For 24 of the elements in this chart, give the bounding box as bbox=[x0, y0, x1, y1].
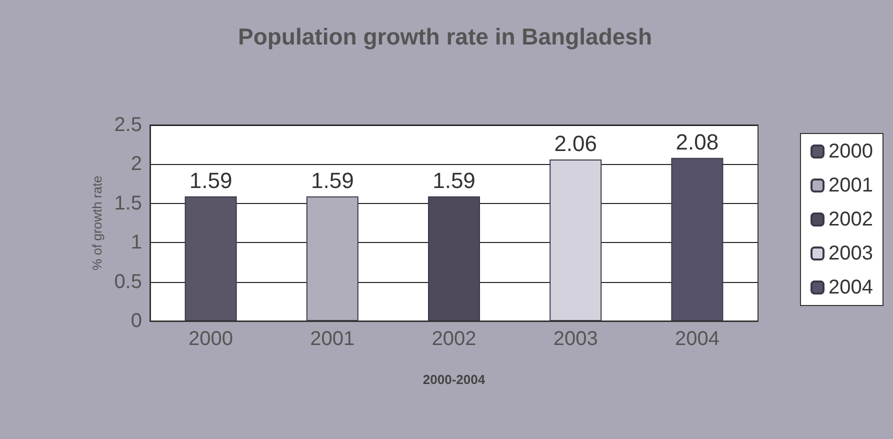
y-tick-label: 0.5 bbox=[114, 270, 142, 293]
y-tick-label: 2.5 bbox=[114, 114, 142, 136]
y-tick-label: 1 bbox=[130, 232, 142, 254]
data-label: 2.06 bbox=[554, 130, 598, 156]
x-axis-title: 2000-2004 bbox=[422, 372, 486, 387]
y-tick-label: 1.5 bbox=[114, 192, 142, 214]
y-axis-title: % of growth rate bbox=[89, 176, 104, 270]
legend-label: 2002 bbox=[828, 208, 874, 230]
x-tick-label: 2001 bbox=[310, 328, 355, 350]
x-tick-label: 2000 bbox=[188, 328, 234, 350]
legend-label: 2001 bbox=[828, 174, 874, 196]
data-label: 1.59 bbox=[432, 168, 476, 193]
x-tick-label: 2003 bbox=[553, 328, 598, 350]
y-tick-label: 2 bbox=[130, 153, 142, 176]
data-label: 1.59 bbox=[310, 168, 354, 193]
legend-label: 2004 bbox=[828, 276, 874, 298]
data-label: 1.59 bbox=[189, 168, 232, 193]
legend-label: 2003 bbox=[828, 242, 874, 264]
x-tick-label: 2002 bbox=[432, 328, 476, 350]
chart-title: Population growth rate in Bangladesh bbox=[238, 24, 652, 50]
data-label: 2.08 bbox=[676, 129, 719, 154]
legend-label: 2000 bbox=[828, 140, 874, 162]
x-tick-label: 2004 bbox=[674, 328, 720, 350]
y-tick-label: 0 bbox=[130, 310, 142, 332]
